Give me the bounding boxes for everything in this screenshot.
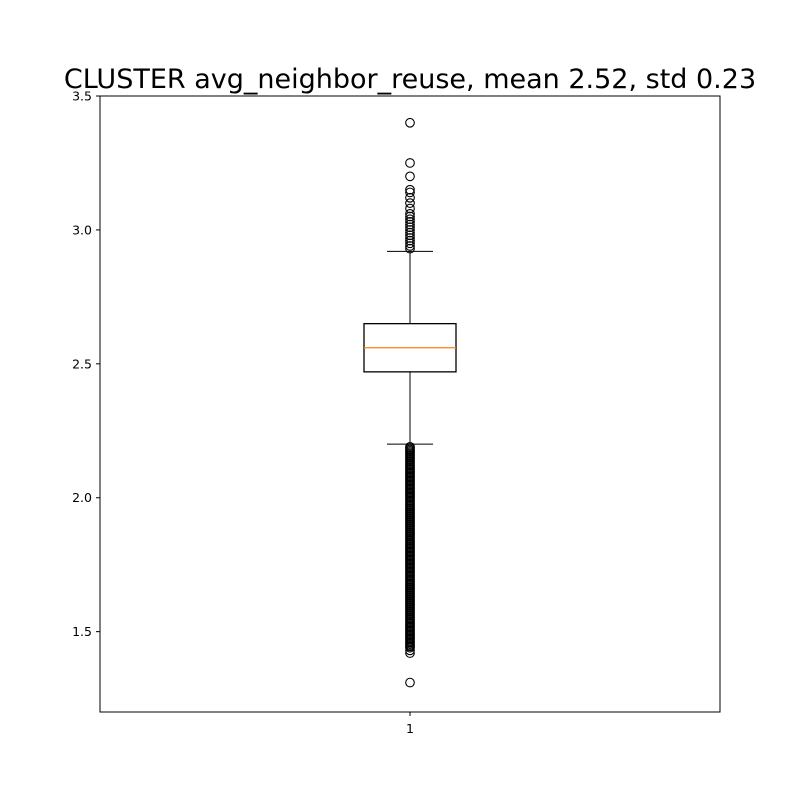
outlier-point	[405, 184, 415, 195]
outlier-point	[405, 648, 415, 658]
y-tick-label: 2.0	[72, 490, 92, 505]
outlier-point	[405, 211, 415, 222]
y-tick-label: 3.0	[72, 222, 92, 237]
outlier-point	[405, 241, 415, 251]
outlier-point	[405, 230, 415, 241]
y-tick-label: 3.5	[72, 89, 92, 104]
outlier-point	[405, 642, 415, 653]
outlier-point	[405, 117, 415, 128]
x-axis: 1	[406, 712, 414, 736]
y-tick-label: 2.5	[72, 356, 92, 371]
outlier-point	[405, 158, 415, 168]
outlier-point	[405, 225, 415, 235]
outliers-group	[405, 117, 415, 688]
outlier-point	[405, 192, 415, 203]
outlier-point	[405, 219, 415, 230]
outlier-point	[405, 645, 415, 656]
boxplot-group	[363, 250, 457, 445]
outlier-point	[405, 214, 415, 225]
outlier-point	[405, 187, 415, 198]
outlier-point	[405, 198, 415, 208]
outlier-point	[405, 238, 415, 249]
outlier-point	[405, 235, 415, 246]
outlier-point	[405, 171, 415, 182]
outlier-point	[405, 227, 415, 238]
y-axis: 1.5 2.0 2.5 3.0 3.5	[72, 89, 100, 639]
outlier-point	[405, 222, 415, 233]
outlier-point	[405, 203, 415, 214]
outlier-point	[405, 217, 415, 227]
y-tick-label: 1.5	[72, 624, 92, 639]
x-tick-label: 1	[406, 721, 414, 736]
outlier-point	[405, 233, 415, 243]
chart-title: CLUSTER avg_neighbor_reuse, mean 2.52, s…	[64, 64, 756, 95]
outlier-point	[405, 208, 415, 219]
outlier-point	[405, 677, 415, 688]
